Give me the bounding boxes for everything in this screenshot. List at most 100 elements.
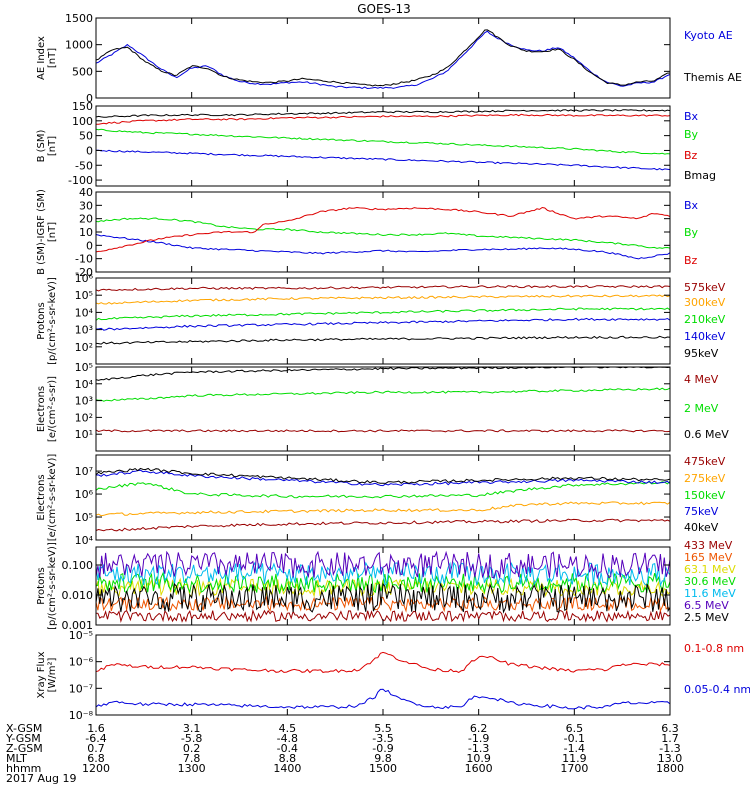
legend-0.05-0.4-nm: 0.05-0.4 nm [684,683,750,696]
legend-Bz: Bz [684,149,698,162]
series-line-210keV [95,307,671,321]
legend-300keV: 300keV [684,296,726,309]
axis-tick-value: 1600 [465,762,493,775]
series-line-575keV [95,285,671,292]
y-axis-label: Electrons[e/(cm²-s-sr-keV)] [36,454,58,542]
axis-tick-value: -1.4 [564,742,585,755]
series-line-95keV [95,335,671,345]
series-line-Bz [95,206,671,253]
y-axis-label-line: Protons [36,302,47,339]
panel-frame [95,454,671,541]
axis-tick-value: 1800 [656,762,684,775]
y-axis-label: Protons[p/(cm²-s-sr-keV)] [36,542,58,630]
series-line-4-MeV [95,429,671,433]
legend-0.1-0.8-nm: 0.1-0.8 nm [684,642,744,655]
series-line-75keV [95,469,671,487]
y-tick-label: 10⁶ [75,488,94,501]
y-tick-label: 10² [75,411,93,424]
panel-5: 10¹ 10² 10³ 10⁴ 10⁵ Electrons[e/(cm²-s-sr)] 4 … [36,361,729,452]
y-tick-label: 10³ [75,324,93,337]
axis-tick-value: 5.5 [374,722,392,735]
series-line-6.5-MeV [95,550,671,580]
y-axis-label-line: Electrons [36,386,47,432]
y-tick-label: 0 [86,92,93,105]
axis-row-label: hhmm [6,762,41,775]
panel-4: 10² 10³ 10⁴ 10⁵ 10⁶ Protons[p/(cm²-s-sr-keV)]… [36,272,726,365]
axis-tick-value: 13.0 [658,752,683,765]
axis-tick-value: -1.3 [659,742,680,755]
axis-row-label: MLT [6,752,27,765]
legend-Bmag: Bmag [684,169,716,182]
series-line-By [95,217,671,249]
legend-2.5-MeV: 2.5 MeV [684,611,729,624]
y-tick-label: -100 [68,174,93,187]
series-line-Bz [96,113,671,125]
panel-2: -100 -50 050 100 150 B (SM)[nT] Bx By Bz Bmag [36,100,716,187]
legend-140keV: 140keV [684,330,726,343]
y-axis-label-line: [W/m²] [47,657,58,692]
panel-1: 0 500 1000 1500 AE Index[nT] Kyoto AE Themis A… [36,12,742,105]
series-line-Themis-AE [95,29,671,87]
axis-row-label: 2017 Aug 19 [6,772,76,785]
legend-30.6-MeV: 30.6 MeV [684,575,736,588]
y-tick-label: 0 [86,144,93,157]
axis-tick-value: -0.1 [564,732,585,745]
axis-tick-value: 1700 [560,762,588,775]
legend-63.1-MeV: 63.1 MeV [684,563,736,576]
legend-475keV: 475keV [684,455,726,468]
legend-11.6-MeV: 11.6 MeV [684,587,736,600]
y-tick-label: 20 [79,213,93,226]
axis-tick-value: -0.4 [277,742,298,755]
legend-4-MeV: 4 MeV [684,373,719,386]
y-tick-label: 10⁵ [75,511,93,524]
axis-tick-value: 6.2 [470,722,488,735]
legend-Kyoto-AE: Kyoto AE [684,29,733,42]
y-tick-label: -50 [75,159,93,172]
series-line-0.1-0.8-nm [95,651,671,674]
axis-tick-value: 0.7 [87,742,105,755]
series-line-475keV [95,518,671,532]
y-tick-label: 1500 [65,12,93,25]
series-line-Kyoto-AE [95,30,671,90]
series-line-165-MeV [95,595,671,613]
legend-2-MeV: 2 MeV [684,402,719,415]
legend-95keV: 95keV [684,347,719,360]
legend-75keV: 75keV [684,505,719,518]
y-tick-label: 10⁷ [75,465,93,478]
legend-433-MeV: 433 MeV [684,539,733,552]
y-axis-label-line: Electrons [36,474,47,520]
y-axis-label-line: Protons [36,567,47,604]
axis-tick-value: 1200 [82,762,110,775]
y-axis-label-line: [p/(cm²-s-sr-keV)] [47,277,58,365]
y-tick-label: 10 [79,226,93,239]
axis-tick-value: -1.9 [468,732,489,745]
series-line-30.6-MeV [95,571,671,595]
legend-40keV: 40keV [684,521,719,534]
axis-tick-value: -5.8 [181,732,202,745]
series-line-2-MeV [95,387,671,402]
y-tick-label: 10⁴ [75,306,94,319]
y-tick-label: 30 [79,199,93,212]
chart-title: GOES-13 [357,2,411,16]
y-axis-label-line: [e/(cm²-s-sr)] [47,376,58,442]
y-axis-label-line: [nT] [47,48,58,68]
series-line-300keV [95,294,671,305]
axis-tick-value: 1300 [178,762,206,775]
axis-tick-value: 6.5 [566,722,584,735]
y-axis-label-line: Xray Flux [36,651,47,698]
legend-Bx: Bx [684,199,699,212]
axis-tick-value: 9.8 [374,752,392,765]
panel-6: 10⁴ 10⁵ 10⁶ 10⁷ Electrons[e/(cm²-s-sr-keV)] 4… [36,454,726,547]
legend-By: By [684,226,699,239]
y-axis-label: AE Index[nT] [36,36,58,80]
legend-0.6-MeV: 0.6 MeV [684,428,729,441]
axis-tick-value: 10.9 [466,752,491,765]
series-line-150keV [95,481,671,499]
panel-frame [95,277,671,365]
y-axis-label-line: [p/(cm²-s-sr-keV)] [47,542,58,630]
axis-tick-value: 3.1 [183,722,201,735]
y-tick-label: 50 [79,130,93,143]
